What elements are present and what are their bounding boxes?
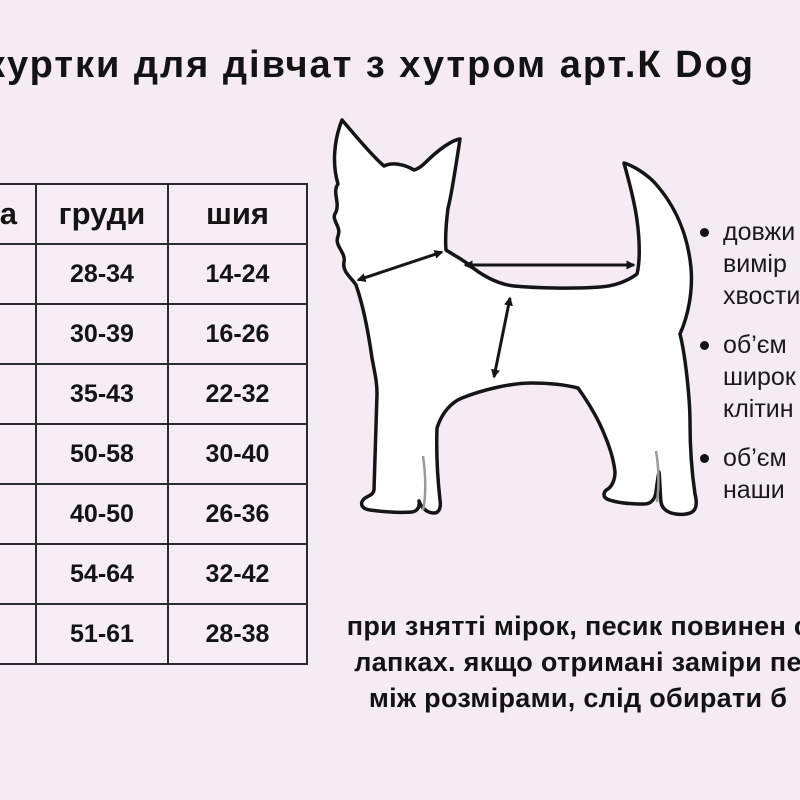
header-cell-back-partial: а <box>0 183 37 245</box>
page-title: куртки для дівчат з хутром арт.К Dog <box>0 44 755 86</box>
hind-leg-separator-line <box>654 450 660 503</box>
note-item: об’єм широк клітин <box>700 329 800 425</box>
table-row: 40-50 26-36 <box>0 483 308 545</box>
note-line: вимір <box>723 250 787 278</box>
chest-girth-arrow <box>491 296 513 379</box>
note-line: широк <box>723 363 796 391</box>
measurement-notes: довжи вимір хвости об’єм широк клітин об… <box>700 216 800 523</box>
cell-back <box>0 483 37 545</box>
note-line: клітин <box>723 395 794 423</box>
cell-neck: 32-42 <box>167 543 308 605</box>
footer-note: при знятті мірок, песик повинен с лапках… <box>308 608 800 716</box>
bullet-dot-icon <box>700 341 709 350</box>
cell-neck: 26-36 <box>167 483 308 545</box>
cell-chest: 51-61 <box>35 603 169 665</box>
header-cell-neck: шия <box>167 183 308 245</box>
cell-chest: 40-50 <box>35 483 169 545</box>
cell-neck: 14-24 <box>167 243 308 305</box>
table-row: 54-64 32-42 <box>0 543 308 605</box>
cell-back <box>0 303 37 365</box>
front-leg-separator-line <box>421 455 427 511</box>
note-item: об’єм наши <box>700 442 800 506</box>
footer-line: при знятті мірок, песик повинен с <box>346 611 800 641</box>
table-row: 50-58 30-40 <box>0 423 308 485</box>
neck-girth-arrow <box>356 250 444 282</box>
table-row: 30-39 16-26 <box>0 303 308 365</box>
cell-neck: 22-32 <box>167 363 308 425</box>
cell-back <box>0 243 37 305</box>
footer-line: між розмірами, слід обирати б <box>368 683 788 713</box>
cell-neck: 30-40 <box>167 423 308 485</box>
cell-chest: 54-64 <box>35 543 169 605</box>
cell-chest: 50-58 <box>35 423 169 485</box>
note-line: довжи <box>723 218 796 246</box>
bullet-dot-icon <box>700 454 709 463</box>
cell-back <box>0 543 37 605</box>
table-row: 35-43 22-32 <box>0 363 308 425</box>
dog-diagram <box>332 118 698 517</box>
header-cell-chest: груди <box>35 183 169 245</box>
size-table: а груди шия 28-34 14-24 30-39 16-26 35-4… <box>0 183 308 665</box>
cell-back <box>0 603 37 665</box>
note-line: об’єм <box>723 331 787 359</box>
note-line: об’єм <box>723 444 787 472</box>
table-row: 28-34 14-24 <box>0 243 308 305</box>
cell-back <box>0 423 37 485</box>
note-line: хвости <box>723 282 800 310</box>
cell-chest: 35-43 <box>35 363 169 425</box>
footer-line: лапках. якщо отримані заміри пе <box>354 647 800 677</box>
cell-back <box>0 363 37 425</box>
note-item: довжи вимір хвости <box>700 216 800 312</box>
bullet-dot-icon <box>700 228 709 237</box>
table-header-row: а груди шия <box>0 183 308 245</box>
cell-chest: 30-39 <box>35 303 169 365</box>
table-row: 51-61 28-38 <box>0 603 308 665</box>
cell-chest: 28-34 <box>35 243 169 305</box>
cell-neck: 28-38 <box>167 603 308 665</box>
cell-neck: 16-26 <box>167 303 308 365</box>
note-line: наши <box>723 476 785 504</box>
dog-outline <box>332 118 698 517</box>
